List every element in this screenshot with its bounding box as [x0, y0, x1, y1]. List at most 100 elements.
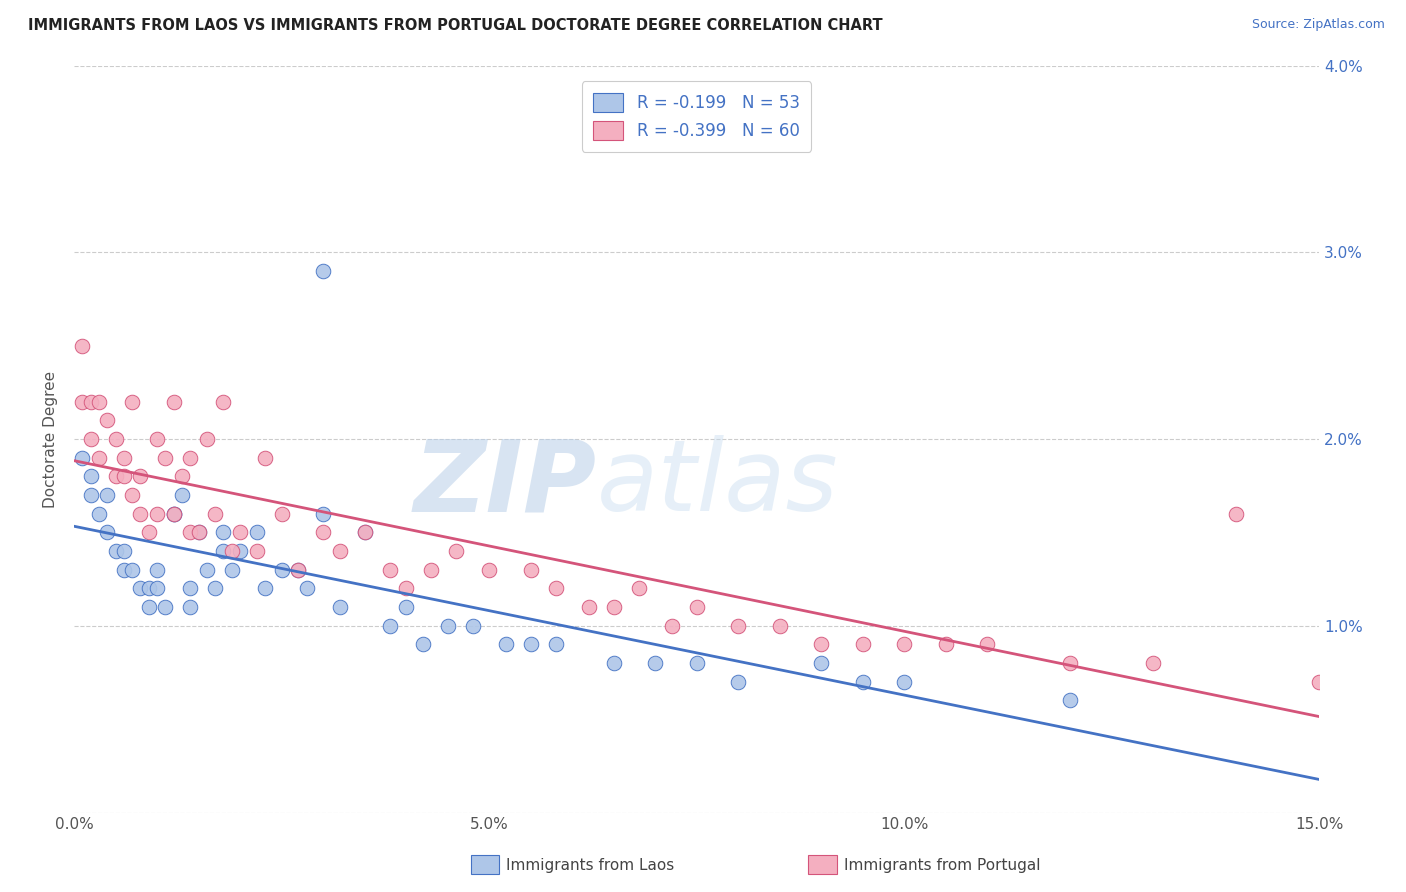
Point: [138, 582, 160, 596]
Point: [287, 563, 309, 577]
Point: [129, 469, 152, 483]
Point: [96, 488, 118, 502]
Point: [478, 563, 501, 577]
Point: [121, 488, 143, 502]
Point: [112, 450, 135, 465]
Point: [170, 488, 193, 502]
Point: [270, 563, 292, 577]
Point: [221, 544, 243, 558]
Point: [644, 656, 666, 670]
Point: [246, 525, 269, 540]
Point: [270, 507, 292, 521]
Point: [104, 544, 127, 558]
Point: [87, 394, 110, 409]
Point: [378, 619, 401, 633]
Point: [112, 469, 135, 483]
Point: [685, 656, 707, 670]
Point: [146, 582, 169, 596]
Point: [179, 450, 201, 465]
Point: [436, 619, 458, 633]
Point: [195, 432, 218, 446]
Point: [329, 544, 352, 558]
Point: [602, 600, 624, 615]
Point: [187, 525, 209, 540]
Point: [155, 600, 177, 615]
Point: [96, 413, 118, 427]
Point: [212, 525, 235, 540]
Point: [544, 582, 567, 596]
Point: [80, 488, 103, 502]
Point: [353, 525, 375, 540]
Point: [1142, 656, 1164, 670]
Point: [112, 544, 135, 558]
Point: [810, 638, 832, 652]
Point: [627, 582, 650, 596]
Point: [1059, 656, 1081, 670]
Point: [163, 507, 186, 521]
Point: [578, 600, 600, 615]
Point: [112, 563, 135, 577]
Point: [935, 638, 957, 652]
Point: [121, 394, 143, 409]
Point: [329, 600, 352, 615]
Point: [495, 638, 517, 652]
Point: [204, 507, 226, 521]
Point: [104, 469, 127, 483]
Y-axis label: Doctorate Degree: Doctorate Degree: [44, 370, 58, 508]
Point: [685, 600, 707, 615]
Point: [1225, 507, 1247, 521]
Point: [229, 525, 252, 540]
Text: IMMIGRANTS FROM LAOS VS IMMIGRANTS FROM PORTUGAL DOCTORATE DEGREE CORRELATION CH: IMMIGRANTS FROM LAOS VS IMMIGRANTS FROM …: [28, 18, 883, 33]
Point: [187, 525, 209, 540]
Point: [179, 582, 201, 596]
Point: [146, 563, 169, 577]
Point: [80, 432, 103, 446]
Point: [87, 507, 110, 521]
Point: [96, 525, 118, 540]
Point: [80, 394, 103, 409]
Point: [461, 619, 484, 633]
Point: [420, 563, 443, 577]
Point: [444, 544, 467, 558]
Text: Immigrants from Portugal: Immigrants from Portugal: [844, 858, 1040, 872]
Point: [976, 638, 998, 652]
Point: [163, 394, 186, 409]
Point: [72, 450, 94, 465]
Point: [163, 507, 186, 521]
Text: Source: ZipAtlas.com: Source: ZipAtlas.com: [1251, 18, 1385, 31]
Point: [295, 582, 318, 596]
Point: [893, 638, 915, 652]
Point: [146, 432, 169, 446]
Point: [395, 582, 418, 596]
Point: [519, 563, 541, 577]
Point: [163, 507, 186, 521]
Point: [229, 544, 252, 558]
Text: ZIP: ZIP: [413, 435, 598, 533]
Point: [852, 638, 875, 652]
Point: [87, 450, 110, 465]
Legend: R = -0.199   N = 53, R = -0.399   N = 60: R = -0.199 N = 53, R = -0.399 N = 60: [582, 81, 811, 152]
Point: [661, 619, 683, 633]
Point: [138, 525, 160, 540]
Point: [1059, 693, 1081, 707]
Point: [519, 638, 541, 652]
Point: [395, 600, 418, 615]
Point: [378, 563, 401, 577]
Point: [129, 507, 152, 521]
Point: [246, 544, 269, 558]
Point: [287, 563, 309, 577]
Point: [727, 619, 749, 633]
Point: [212, 544, 235, 558]
Point: [312, 525, 335, 540]
Point: [129, 582, 152, 596]
Point: [155, 450, 177, 465]
Point: [72, 339, 94, 353]
Point: [1308, 674, 1330, 689]
Point: [727, 674, 749, 689]
Point: [353, 525, 375, 540]
Point: [179, 525, 201, 540]
Point: [253, 450, 276, 465]
Text: Immigrants from Laos: Immigrants from Laos: [506, 858, 675, 872]
Point: [312, 264, 335, 278]
Point: [146, 507, 169, 521]
